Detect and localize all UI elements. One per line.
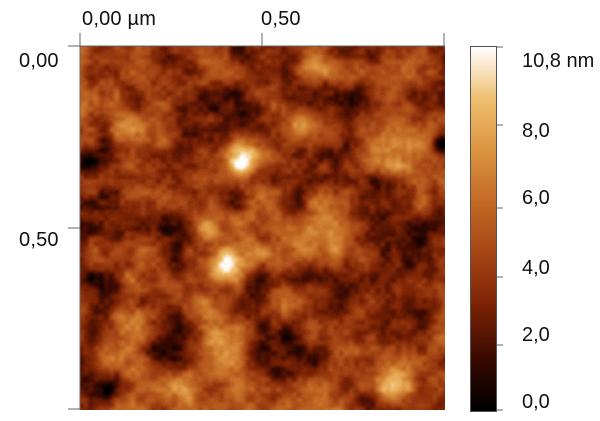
y-tick-label-1: 0,50 (19, 229, 59, 251)
scale-label-min: 0,0 (522, 391, 550, 413)
x-tick-label-0: 0,00 µm (82, 8, 157, 30)
scale-label-max: 10,8 nm (522, 50, 595, 72)
scale-label-2: 2,0 (522, 324, 550, 346)
scale-label-8: 8,0 (522, 120, 550, 142)
color-scale-gradient (471, 47, 496, 411)
scale-label-6: 6,0 (522, 187, 550, 209)
scale-label-4: 4,0 (522, 257, 550, 279)
color-scale-bar-frame (470, 46, 497, 412)
y-tick-label-0: 0,00 (19, 50, 59, 72)
afm-topography-image (80, 46, 445, 410)
x-tick-label-1: 0,50 (261, 8, 301, 30)
